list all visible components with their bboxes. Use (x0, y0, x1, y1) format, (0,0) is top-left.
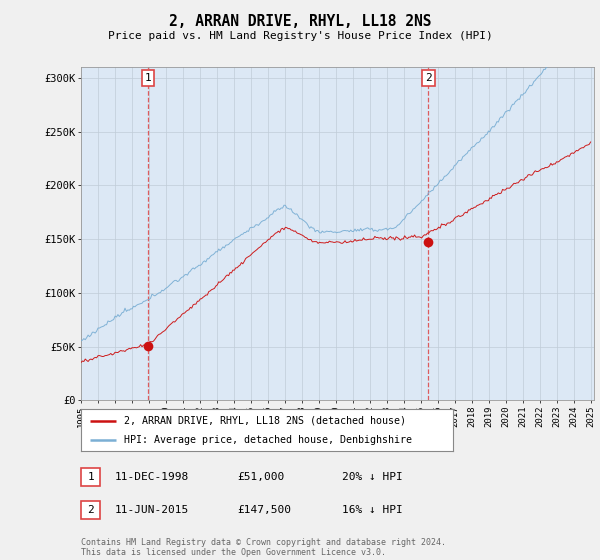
Text: 2: 2 (425, 73, 432, 83)
Text: 20% ↓ HPI: 20% ↓ HPI (342, 472, 403, 482)
Text: 2: 2 (87, 505, 94, 515)
Text: 2, ARRAN DRIVE, RHYL, LL18 2NS: 2, ARRAN DRIVE, RHYL, LL18 2NS (169, 14, 431, 29)
Text: 1: 1 (145, 73, 151, 83)
Text: 16% ↓ HPI: 16% ↓ HPI (342, 505, 403, 515)
Text: £147,500: £147,500 (237, 505, 291, 515)
Text: 2, ARRAN DRIVE, RHYL, LL18 2NS (detached house): 2, ARRAN DRIVE, RHYL, LL18 2NS (detached… (124, 416, 406, 426)
Text: Contains HM Land Registry data © Crown copyright and database right 2024.
This d: Contains HM Land Registry data © Crown c… (81, 538, 446, 557)
Text: Price paid vs. HM Land Registry's House Price Index (HPI): Price paid vs. HM Land Registry's House … (107, 31, 493, 41)
Text: HPI: Average price, detached house, Denbighshire: HPI: Average price, detached house, Denb… (124, 435, 412, 445)
Text: 1: 1 (87, 472, 94, 482)
Text: 11-JUN-2015: 11-JUN-2015 (115, 505, 190, 515)
Text: £51,000: £51,000 (237, 472, 284, 482)
Text: 11-DEC-1998: 11-DEC-1998 (115, 472, 190, 482)
